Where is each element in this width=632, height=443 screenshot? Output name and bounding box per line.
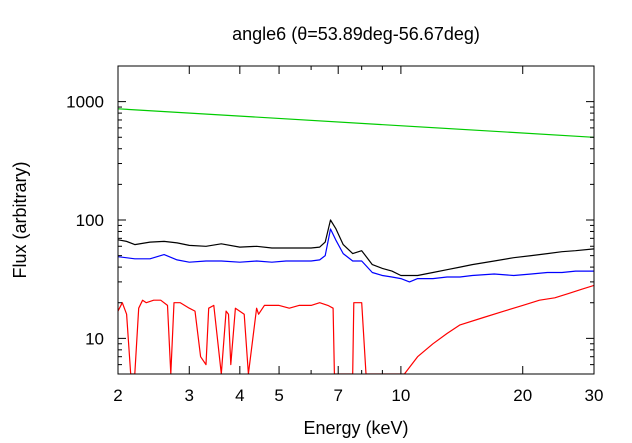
series-line-4 <box>118 284 594 374</box>
y-tick-label: 100 <box>76 211 104 230</box>
series-line-3 <box>118 228 594 283</box>
series-line-1 <box>118 108 594 138</box>
y-axis: 10 100 1000 <box>66 65 594 375</box>
x-tick-label: 10 <box>391 386 410 405</box>
y-axis-label: Flux (arbitrary) <box>10 161 30 278</box>
y-tick-label: 1000 <box>66 93 104 112</box>
x-tick-label: 30 <box>585 386 604 405</box>
x-axis-label: Energy (keV) <box>303 418 408 438</box>
series-line-2 <box>118 219 594 277</box>
chart-title: angle6 (θ=53.89deg-56.67deg) <box>232 24 480 44</box>
x-axis: 2 3 4 5 7 10 20 30 <box>113 66 603 405</box>
x-tick-label: 4 <box>235 386 244 405</box>
x-tick-label: 20 <box>513 386 532 405</box>
x-tick-label: 2 <box>113 386 122 405</box>
plot-frame <box>117 65 595 375</box>
y-tick-label: 10 <box>85 329 104 348</box>
x-tick-label: 7 <box>333 386 342 405</box>
x-tick-label: 5 <box>274 386 283 405</box>
x-tick-label: 3 <box>185 386 194 405</box>
